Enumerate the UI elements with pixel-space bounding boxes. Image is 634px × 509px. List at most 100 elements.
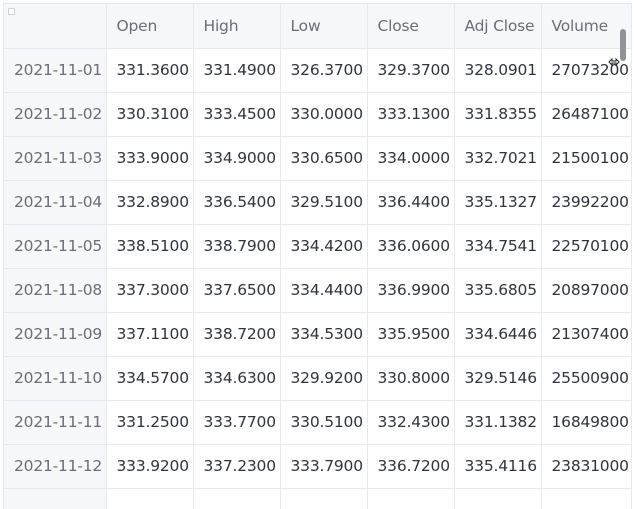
- cell-volume[interactable]: 26487100: [541, 92, 631, 137]
- row-index-cell[interactable]: 2021-11-02: [4, 92, 107, 137]
- partial-cell: [541, 488, 631, 509]
- cell-low[interactable]: 326.3700: [280, 48, 368, 93]
- header-row: Open High Low Close Adj Close Volume: [4, 4, 631, 49]
- cell-close[interactable]: 336.4400: [367, 180, 455, 225]
- cell-close[interactable]: 333.1300: [367, 92, 455, 137]
- cell-adj-close[interactable]: 332.7021: [454, 136, 542, 181]
- cell-open[interactable]: 338.5100: [106, 224, 194, 269]
- cell-open[interactable]: 337.1100: [106, 312, 194, 357]
- cell-adj-close[interactable]: 331.1382: [454, 400, 542, 445]
- cell-close[interactable]: 335.9500: [367, 312, 455, 357]
- partial-cell: [280, 488, 368, 509]
- cell-adj-close[interactable]: 328.0901: [454, 48, 542, 93]
- table-row: 2021-11-11 331.2500 333.7700 330.5100 332.43…: [4, 400, 631, 445]
- cell-open[interactable]: 331.3600: [106, 48, 194, 93]
- cell-high[interactable]: 333.4500: [193, 92, 281, 137]
- cell-high[interactable]: 337.6500: [193, 268, 281, 313]
- cell-volume[interactable]: 21307400: [541, 312, 631, 357]
- cell-low[interactable]: 334.4200: [280, 224, 368, 269]
- vertical-scrollbar[interactable]: [620, 29, 626, 61]
- cell-adj-close[interactable]: 335.4116: [454, 444, 542, 489]
- column-header-close[interactable]: Close: [367, 4, 455, 49]
- cell-low[interactable]: 333.7900: [280, 444, 368, 489]
- cell-close[interactable]: 330.8000: [367, 356, 455, 401]
- cell-high[interactable]: 338.7900: [193, 224, 281, 269]
- cell-volume[interactable]: 23992200: [541, 180, 631, 225]
- cell-open[interactable]: 330.3100: [106, 92, 194, 137]
- cell-volume[interactable]: 22570100: [541, 224, 631, 269]
- select-all-corner-icon[interactable]: [8, 8, 15, 15]
- table-body: 2021-11-01 331.3600 331.4900 326.3700 329.37…: [4, 48, 631, 509]
- cell-low[interactable]: 334.4400: [280, 268, 368, 313]
- cell-low[interactable]: 330.0000: [280, 92, 368, 137]
- column-header-adj-close[interactable]: Adj Close: [454, 4, 542, 49]
- table-row: 2021-11-09 337.1100 338.7200 334.5300 335.95…: [4, 312, 631, 357]
- cell-high[interactable]: 334.6300: [193, 356, 281, 401]
- cell-volume[interactable]: 27073200: [541, 48, 631, 93]
- partial-cell: [454, 488, 542, 509]
- cell-low[interactable]: 334.5300: [280, 312, 368, 357]
- row-index-cell[interactable]: 2021-11-03: [4, 136, 107, 181]
- cell-adj-close[interactable]: 334.7541: [454, 224, 542, 269]
- cell-close[interactable]: 336.7200: [367, 444, 455, 489]
- cell-low[interactable]: 329.9200: [280, 356, 368, 401]
- row-index-cell[interactable]: 2021-11-01: [4, 48, 107, 93]
- cell-high[interactable]: 336.5400: [193, 180, 281, 225]
- cell-high[interactable]: 333.7700: [193, 400, 281, 445]
- table-row: 2021-11-05 338.5100 338.7900 334.4200 336.06…: [4, 224, 631, 269]
- cell-volume[interactable]: 25500900: [541, 356, 631, 401]
- row-index-cell[interactable]: 2021-11-12: [4, 444, 107, 489]
- cell-volume[interactable]: 21500100: [541, 136, 631, 181]
- cell-open[interactable]: 332.8900: [106, 180, 194, 225]
- cell-adj-close[interactable]: 334.6446: [454, 312, 542, 357]
- cell-low[interactable]: 330.5100: [280, 400, 368, 445]
- cell-open[interactable]: 337.3000: [106, 268, 194, 313]
- index-header[interactable]: [4, 4, 107, 49]
- table-row-partial: [4, 488, 631, 509]
- cell-close[interactable]: 329.3700: [367, 48, 455, 93]
- cell-adj-close[interactable]: 331.8355: [454, 92, 542, 137]
- partial-cell: [106, 488, 194, 509]
- column-header-high[interactable]: High: [193, 4, 281, 49]
- cell-open[interactable]: 333.9200: [106, 444, 194, 489]
- table-row: 2021-11-08 337.3000 337.6500 334.4400 336.99…: [4, 268, 631, 313]
- partial-cell: [367, 488, 455, 509]
- cell-close[interactable]: 336.0600: [367, 224, 455, 269]
- column-header-volume[interactable]: Volume: [541, 4, 631, 49]
- row-index-cell[interactable]: 2021-11-04: [4, 180, 107, 225]
- cell-high[interactable]: 338.7200: [193, 312, 281, 357]
- cell-adj-close[interactable]: 335.6805: [454, 268, 542, 313]
- cell-high[interactable]: 331.4900: [193, 48, 281, 93]
- data-table: Open High Low Close Adj Close Volume 202…: [4, 4, 631, 509]
- cell-open[interactable]: 331.2500: [106, 400, 194, 445]
- cell-high[interactable]: 334.9000: [193, 136, 281, 181]
- cell-volume[interactable]: 16849800: [541, 400, 631, 445]
- table-row: 2021-11-12 333.9200 337.2300 333.7900 336.72…: [4, 444, 631, 489]
- table-row: 2021-11-04 332.8900 336.5400 329.5100 336.44…: [4, 180, 631, 225]
- cell-volume[interactable]: 20897000: [541, 268, 631, 313]
- cell-low[interactable]: 330.6500: [280, 136, 368, 181]
- row-index-cell[interactable]: 2021-11-10: [4, 356, 107, 401]
- cell-close[interactable]: 334.0000: [367, 136, 455, 181]
- cell-close[interactable]: 332.4300: [367, 400, 455, 445]
- row-index-cell[interactable]: 2021-11-11: [4, 400, 107, 445]
- column-header-open[interactable]: Open: [106, 4, 194, 49]
- cell-open[interactable]: 334.5700: [106, 356, 194, 401]
- dataframe-container[interactable]: Open High Low Close Adj Close Volume 202…: [3, 3, 632, 509]
- cell-adj-close[interactable]: 335.1327: [454, 180, 542, 225]
- cell-adj-close[interactable]: 329.5146: [454, 356, 542, 401]
- table-row: 2021-11-02 330.3100 333.4500 330.0000 333.13…: [4, 92, 631, 137]
- cell-close[interactable]: 336.9900: [367, 268, 455, 313]
- table-row: 2021-11-10 334.5700 334.6300 329.9200 330.80…: [4, 356, 631, 401]
- cell-volume[interactable]: 23831000: [541, 444, 631, 489]
- cell-low[interactable]: 329.5100: [280, 180, 368, 225]
- cell-open[interactable]: 333.9000: [106, 136, 194, 181]
- cell-high[interactable]: 337.2300: [193, 444, 281, 489]
- column-resize-cursor-icon: [608, 57, 620, 67]
- row-index-cell[interactable]: 2021-11-08: [4, 268, 107, 313]
- partial-cell: [193, 488, 281, 509]
- column-header-low[interactable]: Low: [280, 4, 368, 49]
- row-index-cell[interactable]: 2021-11-09: [4, 312, 107, 357]
- table-row: 2021-11-03 333.9000 334.9000 330.6500 334.00…: [4, 136, 631, 181]
- row-index-cell[interactable]: 2021-11-05: [4, 224, 107, 269]
